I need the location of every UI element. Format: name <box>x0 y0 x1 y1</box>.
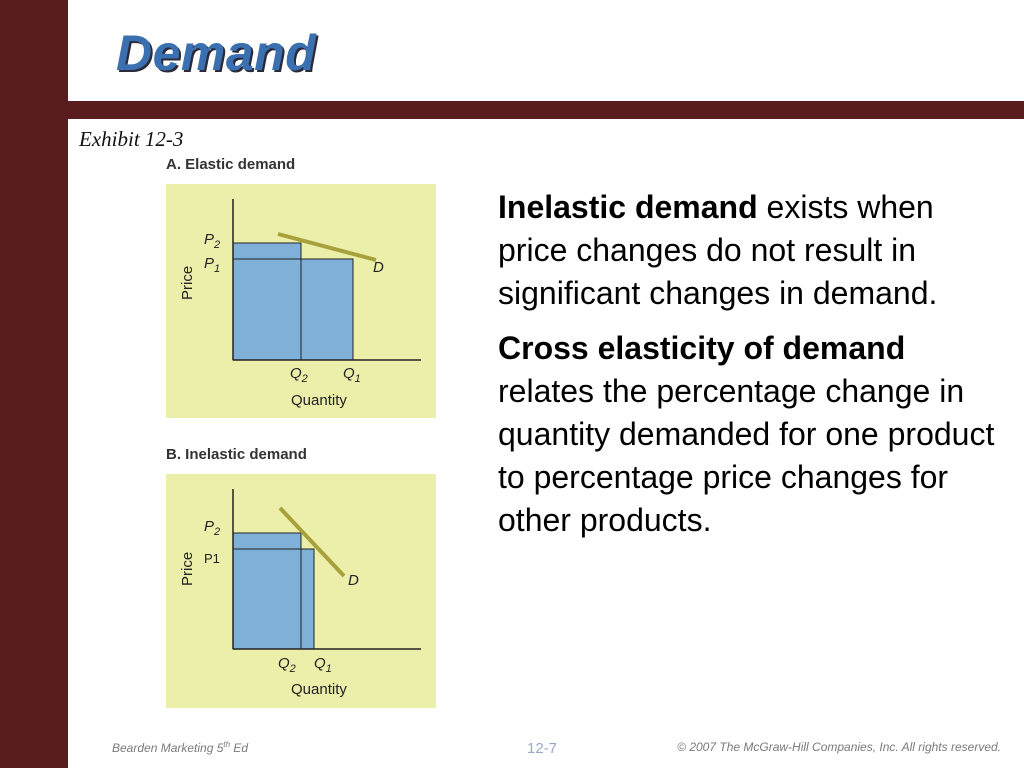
body-text: Inelastic demand exists when price chang… <box>498 186 998 542</box>
p2-label: P2 <box>204 231 220 251</box>
page-number: 12-7 <box>527 740 558 757</box>
exhibit-label: Exhibit 12-3 <box>79 127 184 151</box>
demand-label: D <box>373 259 384 276</box>
footer-book-title: Bearden Marketing 5th Ed <box>112 740 249 755</box>
elastic-demand-graph: P2 P1 D Q2 Q1 Quantity Price <box>166 184 436 418</box>
title-divider-bar <box>68 101 1024 119</box>
revenue-rect-p1-q1 <box>232 258 354 361</box>
inelastic-demand-definition: exists when price changes do not result … <box>498 189 938 311</box>
cross-elasticity-paragraph: Cross elasticity of demand relates the p… <box>498 327 998 542</box>
q2-label: Q2 <box>278 655 296 675</box>
cross-elasticity-definition: relates the percentage change in quantit… <box>498 373 995 538</box>
x-axis-label: Quantity <box>291 392 347 409</box>
panel-b-label: B. Inelastic demand <box>166 446 307 463</box>
q1-label: Q1 <box>343 365 361 385</box>
y-axis-label: Price <box>179 552 196 586</box>
x-axis-label: Quantity <box>291 681 347 698</box>
inelastic-demand-graph: P2 P1 D Q2 Q1 Quantity Price <box>166 474 436 708</box>
left-frame-bar <box>0 0 68 768</box>
p2-label: P2 <box>204 518 220 538</box>
p1-label: P1 <box>204 255 220 275</box>
slide-title: Demand <box>116 25 317 81</box>
demand-curve <box>277 232 377 262</box>
cross-elasticity-term: Cross elasticity of demand <box>498 330 906 366</box>
demand-curve <box>278 506 346 578</box>
inelastic-demand-paragraph: Inelastic demand exists when price chang… <box>498 186 998 315</box>
q1-label: Q1 <box>314 655 332 675</box>
q2-label: Q2 <box>290 365 308 385</box>
panel-a-label: A. Elastic demand <box>166 156 296 173</box>
inelastic-demand-term: Inelastic demand <box>498 189 758 225</box>
revenue-rect-p1-q1 <box>232 548 315 650</box>
demand-label: D <box>348 572 359 589</box>
p1-label: P1 <box>204 551 220 566</box>
y-axis-label: Price <box>179 266 196 300</box>
copyright-notice: © 2007 The McGraw-Hill Companies, Inc. A… <box>677 740 1001 754</box>
